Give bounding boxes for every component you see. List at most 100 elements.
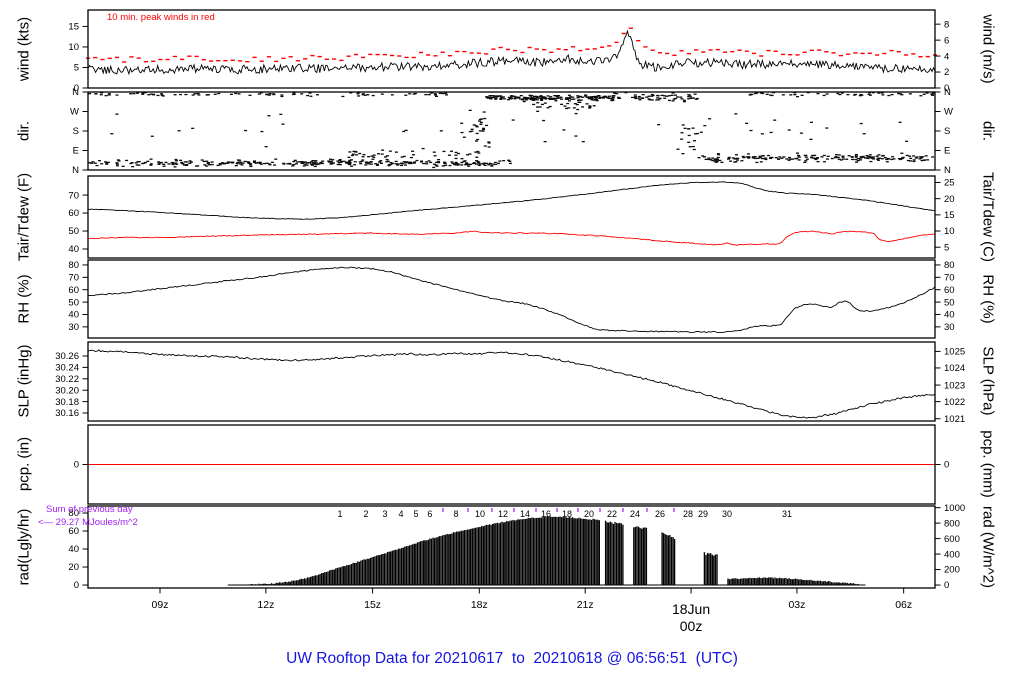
- svg-text:06z: 06z: [895, 599, 912, 611]
- panel-temp-right-ticks: 5 10 15 20 25: [935, 178, 955, 253]
- svg-text:00z: 00z: [680, 618, 703, 634]
- panel-rad-right-ticks: 0 200 400 600 800 1000: [935, 503, 965, 591]
- svg-text:6: 6: [944, 35, 949, 46]
- svg-text:28: 28: [683, 509, 693, 519]
- axis-title-right-wind: wind (m/s): [979, 14, 997, 84]
- relative-humidity: [87, 266, 936, 334]
- svg-text:70: 70: [68, 273, 79, 284]
- svg-text:60: 60: [944, 285, 955, 296]
- svg-text:10: 10: [475, 509, 485, 519]
- svg-text:1021: 1021: [944, 414, 965, 425]
- peak-wind-kts: [85, 27, 938, 63]
- svg-text:22: 22: [607, 509, 617, 519]
- figure-title: UW Rooftop Data for 20210617 to 20210618…: [286, 650, 738, 667]
- svg-text:E: E: [73, 146, 79, 157]
- svg-text:8: 8: [944, 19, 949, 30]
- svg-text:60: 60: [68, 285, 79, 296]
- svg-text:0: 0: [74, 580, 79, 591]
- svg-text:30.26: 30.26: [55, 351, 79, 362]
- svg-text:800: 800: [944, 518, 960, 529]
- svg-text:400: 400: [944, 549, 960, 560]
- svg-text:N: N: [944, 165, 951, 176]
- svg-text:0: 0: [944, 580, 949, 591]
- svg-text:25: 25: [944, 178, 955, 189]
- axis-title-left-rad: rad(Lgly/hr): [15, 508, 33, 586]
- svg-text:40: 40: [68, 310, 79, 321]
- svg-text:W: W: [70, 107, 79, 118]
- svg-text:24: 24: [630, 509, 640, 519]
- panel-rh-frame: [87, 259, 936, 339]
- panel-pcp-left-ticks: 0: [74, 460, 88, 471]
- svg-text:5: 5: [413, 509, 418, 519]
- svg-text:18z: 18z: [471, 599, 488, 611]
- svg-text:600: 600: [944, 534, 960, 545]
- svg-text:0: 0: [944, 83, 949, 94]
- svg-text:60: 60: [68, 208, 79, 219]
- svg-text:S: S: [944, 126, 950, 137]
- svg-text:26: 26: [655, 509, 665, 519]
- svg-text:10: 10: [944, 226, 955, 237]
- panel-temp-frame: [87, 175, 936, 259]
- sea-level-pressure: [87, 349, 936, 419]
- svg-text:W: W: [944, 107, 953, 118]
- svg-text:14: 14: [520, 509, 530, 519]
- panel-wind-frame: [87, 9, 936, 89]
- svg-text:8: 8: [453, 509, 458, 519]
- axis-title-right-temp: Tair/Tdew (C): [979, 171, 997, 263]
- svg-text:N: N: [72, 87, 79, 98]
- svg-text:30.20: 30.20: [55, 385, 79, 396]
- svg-text:30: 30: [68, 322, 79, 333]
- solar-radiation-bars: [227, 516, 866, 586]
- axis-title-right-rad: rad (W/m^2): [979, 505, 997, 589]
- svg-text:6: 6: [427, 509, 432, 519]
- svg-text:80: 80: [68, 508, 79, 519]
- wind-speed-kts: [87, 29, 936, 76]
- dew-point-f: [87, 230, 936, 246]
- svg-text:40: 40: [68, 544, 79, 555]
- svg-text:2: 2: [363, 509, 368, 519]
- rad-progress-markers: 1 2 3 4 5 6 8 10 12 14 16 18 20 22 24 26 28 29 30 31: [337, 508, 792, 519]
- svg-text:50: 50: [944, 297, 955, 308]
- svg-text:1022: 1022: [944, 397, 965, 408]
- svg-text:N: N: [72, 165, 79, 176]
- svg-text:09z: 09z: [152, 599, 169, 611]
- rad-sum-note-line1: Sum of previous day: [46, 504, 133, 515]
- axis-title-left-pcp: pcp. (in): [15, 436, 33, 492]
- svg-text:15: 15: [68, 22, 79, 33]
- panel-slp-frame: [87, 341, 936, 422]
- panel-temp: 40 50 60 70 5 10 15 20 25: [68, 175, 955, 259]
- axis-title-left-temp: Tair/Tdew (F): [15, 172, 33, 262]
- svg-text:20: 20: [584, 509, 594, 519]
- svg-text:20: 20: [68, 562, 79, 573]
- svg-text:29: 29: [698, 509, 708, 519]
- svg-text:2: 2: [944, 67, 949, 78]
- axis-title-left-rh: RH (%): [15, 274, 33, 324]
- svg-text:0: 0: [944, 460, 949, 471]
- axis-title-left-dir: dir.: [15, 120, 33, 142]
- svg-text:50: 50: [68, 226, 79, 237]
- svg-text:1023: 1023: [944, 380, 965, 391]
- svg-text:60: 60: [68, 526, 79, 537]
- svg-text:1024: 1024: [944, 363, 965, 374]
- svg-text:16: 16: [541, 509, 551, 519]
- svg-text:30.18: 30.18: [55, 397, 79, 408]
- svg-text:80: 80: [944, 260, 955, 271]
- panel-wind: 0 5 10 15 0 2 4 6 8: [68, 9, 949, 94]
- svg-text:70: 70: [68, 190, 79, 201]
- svg-text:40: 40: [68, 244, 79, 255]
- panel-pcp-right-ticks: 0: [935, 460, 949, 471]
- peak-winds-note: 10 min. peak winds in red: [107, 12, 215, 23]
- svg-text:200: 200: [944, 565, 960, 576]
